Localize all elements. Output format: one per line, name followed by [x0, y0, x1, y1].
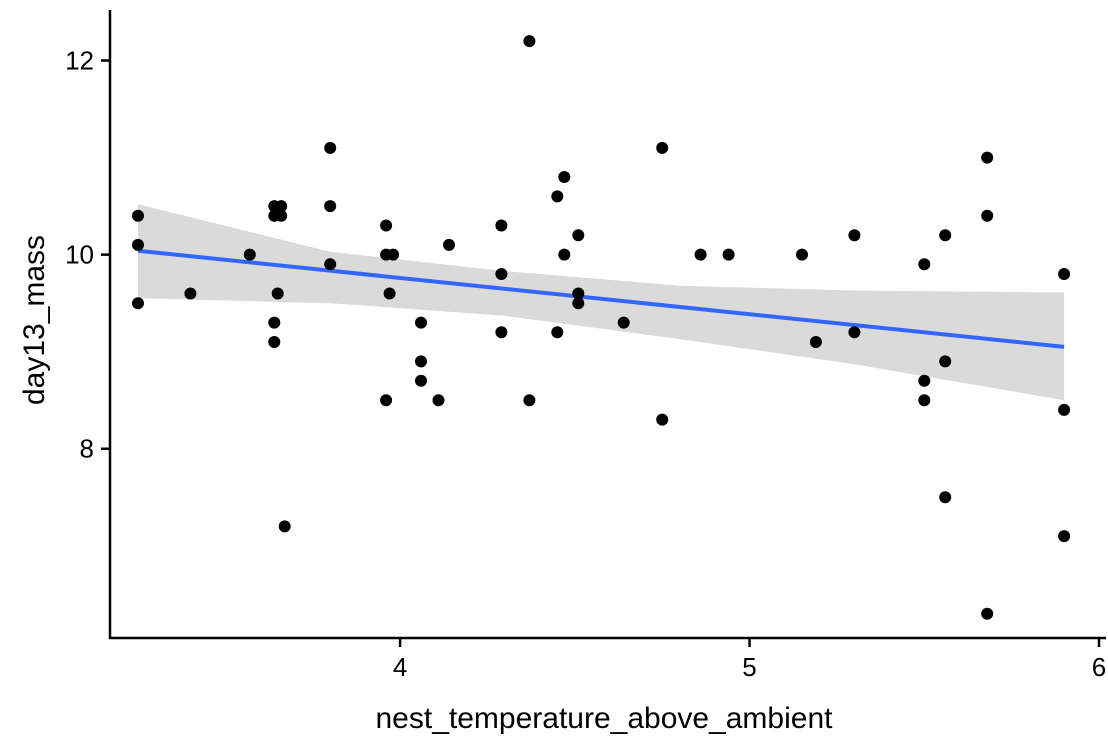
- data-point: [796, 248, 808, 261]
- x-tick-label: 4: [393, 652, 407, 682]
- data-point: [809, 336, 822, 348]
- data-point: [656, 141, 669, 154]
- x-tick-label: 5: [742, 652, 756, 682]
- data-point: [939, 355, 952, 368]
- data-point: [271, 287, 284, 300]
- data-point: [981, 209, 994, 222]
- data-point: [523, 35, 536, 48]
- data-point: [383, 287, 396, 300]
- data-point: [432, 394, 445, 407]
- data-point: [939, 229, 952, 242]
- data-point: [848, 229, 861, 242]
- data-point: [918, 258, 931, 271]
- data-point: [495, 326, 508, 339]
- data-point: [268, 316, 281, 329]
- data-point: [1058, 403, 1071, 416]
- data-point: [918, 374, 931, 387]
- data-point: [268, 336, 281, 348]
- fit-line: [137, 248, 1065, 349]
- x-tick-label: 6: [1092, 652, 1106, 682]
- y-axis-title: day13_mass: [18, 235, 51, 405]
- data-point: [243, 248, 256, 261]
- points-layer: [132, 35, 1071, 620]
- data-point: [415, 374, 427, 387]
- data-point: [918, 394, 931, 407]
- data-point: [324, 200, 337, 213]
- data-point: [617, 316, 630, 329]
- data-point: [1058, 530, 1071, 543]
- data-point: [324, 141, 337, 154]
- data-point: [558, 171, 571, 183]
- data-point: [694, 248, 707, 261]
- data-point: [132, 209, 144, 222]
- data-point: [387, 248, 400, 261]
- data-point: [275, 209, 288, 222]
- axes-layer: [108, 10, 1106, 640]
- data-point: [523, 394, 536, 407]
- data-point: [324, 258, 337, 271]
- data-point: [939, 491, 952, 504]
- data-point: [558, 248, 571, 261]
- data-point: [981, 607, 994, 620]
- data-point: [278, 520, 291, 533]
- fit-line-layer: [137, 248, 1065, 349]
- data-point: [495, 219, 508, 232]
- x-ticks-layer: 4 5 6: [393, 638, 1106, 682]
- data-point: [656, 413, 669, 426]
- data-point: [132, 297, 144, 310]
- data-point: [848, 326, 861, 339]
- x-axis-title: nest_temperature_above_ambient: [376, 702, 834, 735]
- data-point: [132, 238, 144, 251]
- data-point: [551, 190, 564, 203]
- data-point: [572, 229, 585, 242]
- data-point: [572, 287, 585, 300]
- data-point: [415, 316, 427, 329]
- confidence-ribbon: [138, 204, 1065, 401]
- data-point: [1058, 268, 1071, 280]
- data-point: [184, 287, 197, 300]
- data-point: [551, 326, 564, 339]
- y-tick-label: 10: [65, 240, 94, 270]
- data-point: [495, 268, 508, 280]
- y-tick-label: 12: [65, 46, 94, 76]
- y-ticks-layer: 8 10 12: [65, 46, 110, 464]
- data-point: [981, 151, 994, 164]
- data-point: [380, 394, 393, 407]
- data-point: [275, 200, 288, 213]
- data-point: [722, 248, 735, 261]
- data-point: [572, 297, 585, 310]
- y-tick-label: 8: [80, 434, 94, 464]
- data-point: [380, 219, 393, 232]
- data-point: [443, 238, 455, 251]
- confidence-ribbon-layer: [138, 204, 1065, 401]
- data-point: [415, 355, 427, 368]
